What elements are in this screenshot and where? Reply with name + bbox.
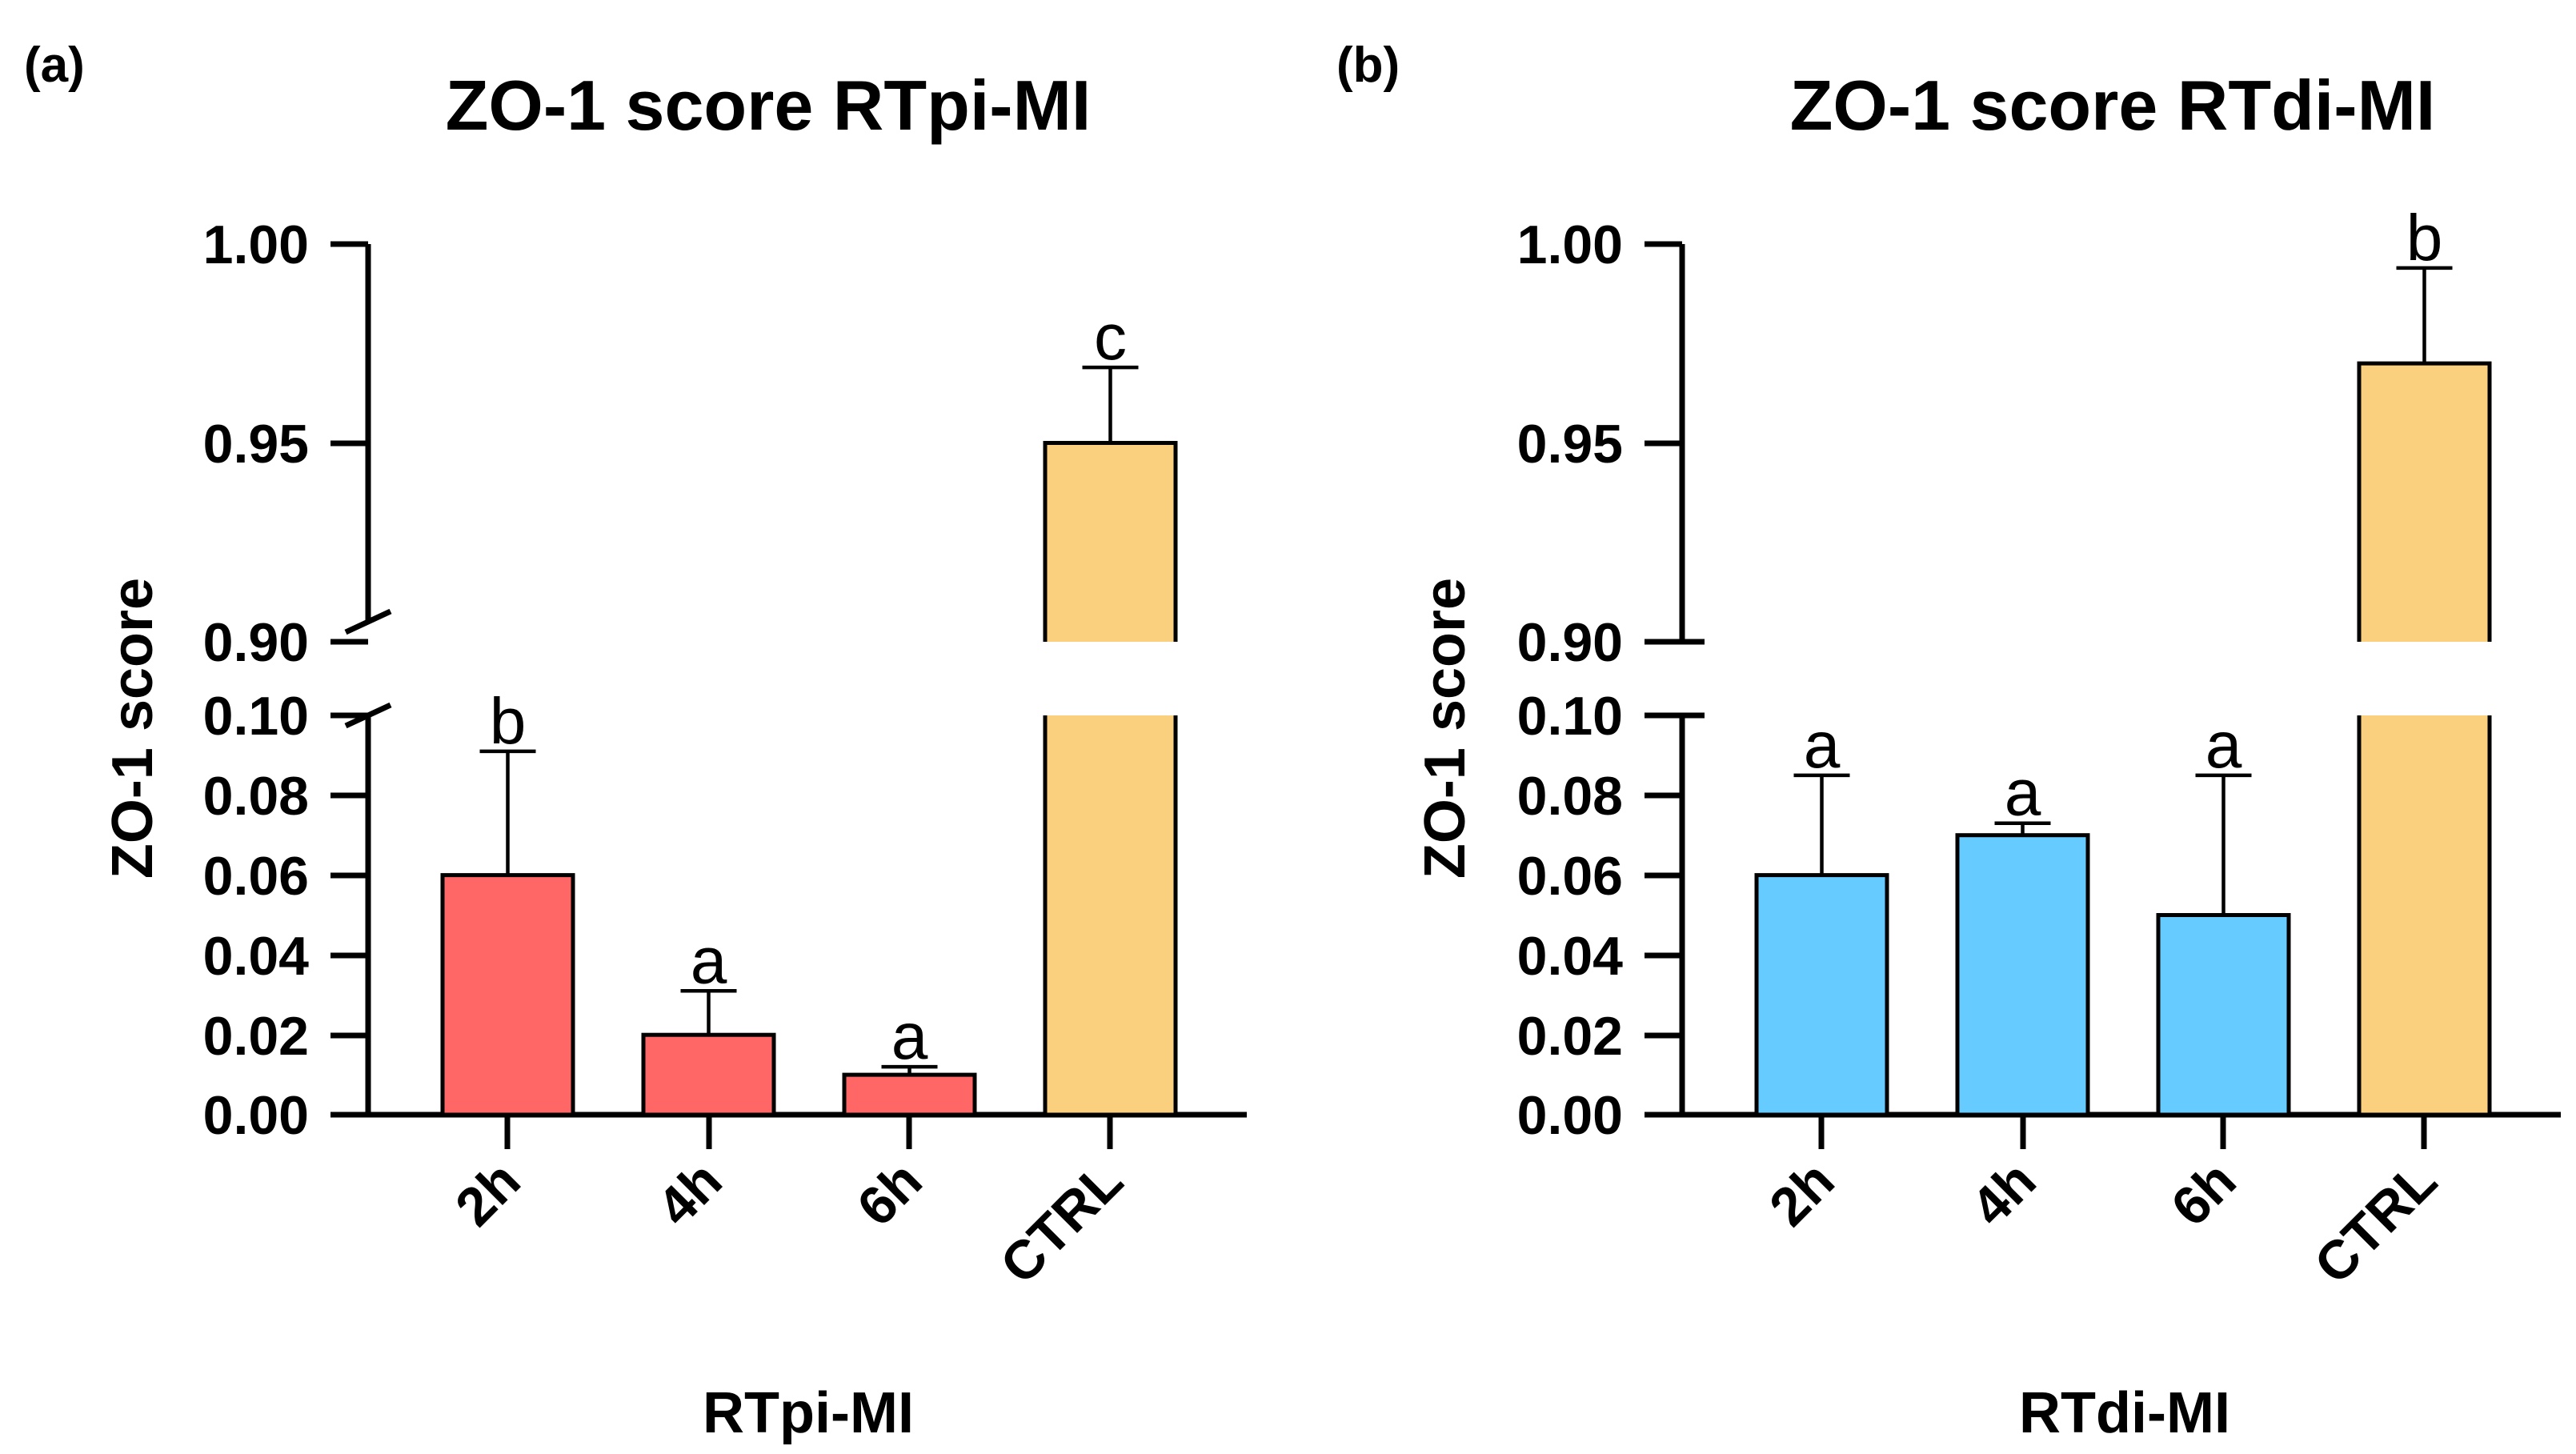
x-category-label-a: 2h	[444, 1150, 532, 1238]
bar	[440, 873, 575, 1117]
bar	[641, 1032, 776, 1117]
significance-label: c	[1094, 301, 1127, 374]
y-tick-label-b: 0.10	[1517, 686, 1623, 747]
x-category-label-b: 4h	[1960, 1150, 2048, 1238]
x-category-label-a: 4h	[646, 1150, 734, 1238]
bar	[1955, 833, 2090, 1117]
y-tick-label-b: 0.02	[1517, 1006, 1623, 1067]
panel-b: (b) ZO-1 score RTdi-MI ZO-1 score RTdi-M…	[1336, 38, 2561, 1445]
bar	[1754, 873, 1889, 1117]
y-tick-label-b: 0.90	[1517, 612, 1623, 673]
y-tick-label-b: 0.95	[1517, 414, 1623, 475]
y-tick-label-b: 0.08	[1517, 766, 1623, 827]
y-tick-label-b: 0.06	[1517, 846, 1623, 907]
bar-lower-outline	[2357, 715, 2492, 1117]
significance-label: a	[691, 924, 727, 997]
significance-label: b	[2406, 202, 2443, 274]
significance-label: b	[490, 685, 527, 758]
y-tick-label-a: 0.10	[203, 686, 309, 747]
y-tick-label-a: 0.00	[203, 1085, 309, 1146]
significance-label: a	[2005, 757, 2041, 830]
significance-label: a	[2205, 709, 2242, 782]
bar	[2156, 913, 2291, 1117]
x-category-label-b: CTRL	[2303, 1150, 2449, 1296]
x-category-label-a: 6h	[846, 1150, 934, 1238]
chart-title-b: ZO-1 score RTdi-MI	[1790, 66, 2436, 145]
y-axis-title-a: ZO-1 score	[101, 578, 165, 879]
bar-lower-outline	[1043, 715, 1178, 1117]
panel-label-a: (a)	[24, 38, 85, 93]
y-tick-label-a: 0.08	[203, 766, 309, 827]
x-axis-title-a: RTpi-MI	[703, 1381, 914, 1445]
bar-lower-segment	[2359, 715, 2490, 1115]
x-category-label-a: CTRL	[989, 1150, 1135, 1296]
x-axis-title-b: RTdi-MI	[2019, 1381, 2230, 1445]
axis-break-mark-upper-a	[344, 608, 392, 635]
chart-title-a: ZO-1 score RTpi-MI	[446, 66, 1092, 145]
y-axis-title-b: ZO-1 score	[1413, 578, 1477, 879]
y-tick-label-b: 0.00	[1517, 1085, 1623, 1146]
significance-label: a	[1804, 709, 1841, 782]
panel-a: (a) ZO-1 score RTpi-MI ZO-1 score RTpi-M…	[24, 38, 1247, 1445]
y-tick-label-a: 0.90	[203, 612, 309, 673]
bar-upper-segment	[1045, 443, 1176, 642]
y-tick-label-a: 0.95	[203, 414, 309, 475]
y-tick-label-a: 0.02	[203, 1006, 309, 1067]
y-tick-label-a: 0.04	[203, 926, 310, 987]
y-tick-label-b: 0.04	[1517, 926, 1624, 987]
bar-upper-segment	[2359, 363, 2490, 642]
y-tick-label-b: 1.00	[1517, 214, 1623, 275]
bar-lower-segment	[1045, 715, 1176, 1115]
bar	[842, 1072, 977, 1117]
panel-label-b: (b)	[1336, 38, 1400, 93]
y-tick-label-a: 1.00	[203, 214, 309, 275]
x-category-label-b: 6h	[2160, 1150, 2248, 1238]
y-tick-label-a: 0.06	[203, 846, 309, 907]
x-category-label-b: 2h	[1758, 1150, 1846, 1238]
significance-label: a	[891, 1000, 928, 1073]
